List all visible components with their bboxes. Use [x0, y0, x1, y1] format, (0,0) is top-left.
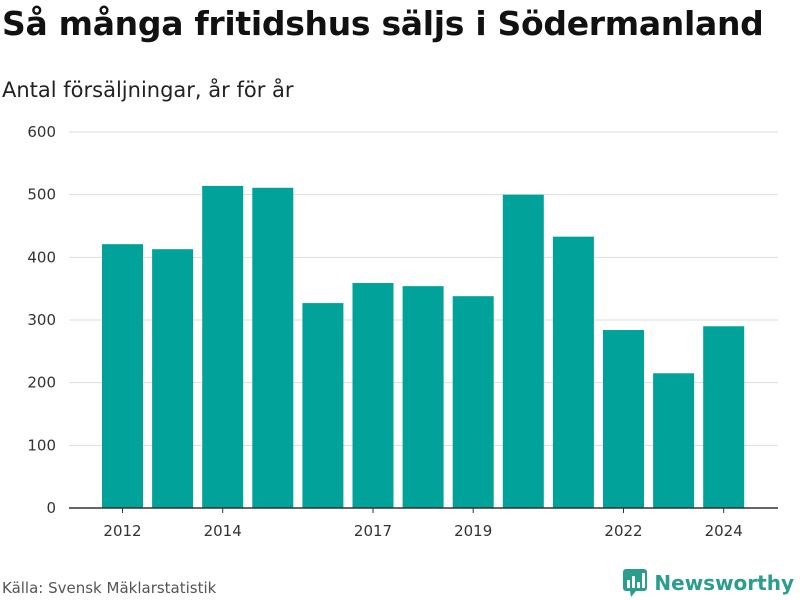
source-note: Källa: Svensk Mäklarstatistik	[2, 579, 217, 597]
bar-2019	[452, 296, 494, 508]
bar-2024	[703, 326, 745, 508]
y-tick-label: 400	[27, 248, 56, 266]
y-tick-label: 200	[27, 374, 56, 392]
bar-2014	[202, 185, 244, 509]
x-tick-label: 2022	[604, 522, 642, 540]
x-tick-label: 2024	[705, 522, 743, 540]
y-tick-label: 500	[27, 186, 56, 204]
bar-2022	[603, 330, 644, 508]
brand-name: Newsworthy	[654, 571, 794, 595]
brand-logo[interactable]: Newsworthy	[622, 568, 794, 598]
y-tick-label: 0	[46, 499, 56, 517]
bar-2023	[653, 373, 695, 508]
x-tick-label: 2012	[103, 522, 141, 540]
bar-2012	[102, 244, 143, 508]
bar-2017	[352, 283, 394, 508]
bars	[102, 185, 745, 509]
bar-2013	[152, 249, 194, 509]
x-tick-label: 2014	[204, 522, 242, 540]
bar-2021	[552, 236, 594, 509]
y-tick-label: 600	[27, 123, 56, 141]
y-tick-label: 300	[27, 311, 56, 329]
bar-2016	[302, 303, 344, 508]
y-tick-label: 100	[27, 436, 56, 454]
bar-chart: 0 100 200 300 400 500 600 2012 2014 2017 2019 2022 2…	[27, 123, 778, 540]
x-tick-label: 2017	[354, 522, 392, 540]
x-tick-label: 2019	[454, 522, 492, 540]
chart-title: Så många fritidshus säljs i Södermanland	[2, 4, 764, 43]
bar-2020	[502, 194, 544, 508]
bar-2015	[252, 187, 294, 509]
chart-subtitle: Antal försäljningar, år för år	[2, 78, 294, 102]
axes: 0 100 200 300 400 500 600 2012 2014 2017 2019 2022 2…	[27, 123, 778, 540]
bar-2018	[402, 286, 444, 508]
bar-chart-speech-bubble-icon	[623, 569, 648, 597]
